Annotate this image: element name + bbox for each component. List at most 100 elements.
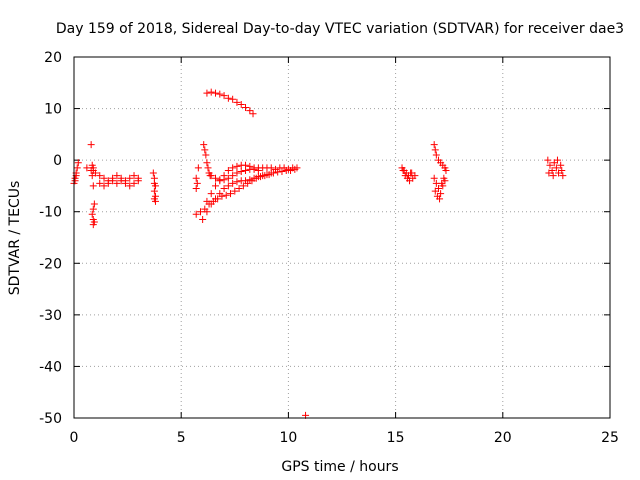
data-point bbox=[552, 164, 560, 172]
data-point bbox=[212, 195, 220, 203]
data-point bbox=[267, 169, 275, 177]
y-tick-label: 20 bbox=[44, 50, 62, 66]
data-point bbox=[87, 166, 95, 174]
data-point bbox=[89, 182, 97, 190]
data-point bbox=[220, 185, 228, 193]
data-point bbox=[126, 182, 134, 190]
data-point bbox=[287, 166, 295, 174]
y-tick-label: -40 bbox=[39, 359, 62, 375]
data-point bbox=[89, 205, 97, 213]
data-point bbox=[263, 171, 271, 179]
data-point bbox=[249, 110, 257, 118]
data-point bbox=[89, 221, 97, 229]
data-point bbox=[113, 179, 121, 187]
data-point bbox=[88, 210, 96, 218]
series-arc-12 bbox=[398, 164, 419, 185]
y-tick-label: -30 bbox=[39, 308, 62, 324]
data-point bbox=[151, 182, 159, 190]
data-point bbox=[149, 169, 157, 177]
data-point bbox=[113, 172, 121, 180]
y-axis-label: SDTVAR / TECUs bbox=[7, 181, 23, 296]
data-point bbox=[399, 166, 407, 174]
y-tick-label: -50 bbox=[39, 411, 62, 427]
y-tick-label: -20 bbox=[39, 256, 62, 272]
data-point bbox=[224, 174, 232, 182]
data-point bbox=[233, 178, 241, 186]
x-tick-labels: 0 5 10 15 20 25 bbox=[70, 430, 619, 446]
data-point bbox=[224, 166, 232, 174]
data-point bbox=[545, 169, 553, 177]
data-point bbox=[203, 208, 211, 216]
data-point bbox=[239, 182, 247, 190]
data-point bbox=[242, 177, 250, 185]
data-point bbox=[90, 200, 98, 208]
data-point bbox=[207, 190, 215, 198]
data-point bbox=[546, 161, 554, 169]
data-point bbox=[235, 185, 243, 193]
series-arc-6 bbox=[203, 88, 257, 118]
data-point bbox=[216, 90, 224, 98]
data-point bbox=[438, 179, 446, 187]
data-point bbox=[559, 172, 567, 180]
data-point bbox=[203, 197, 211, 205]
y-tick-label: 10 bbox=[44, 102, 62, 118]
data-point bbox=[134, 177, 142, 185]
data-point bbox=[291, 165, 299, 173]
data-point bbox=[432, 151, 440, 159]
data-point bbox=[196, 208, 204, 216]
data-point bbox=[224, 94, 232, 102]
data-point bbox=[430, 174, 438, 182]
data-point bbox=[192, 210, 200, 218]
data-point bbox=[74, 159, 82, 167]
data-point bbox=[130, 179, 138, 187]
data-point bbox=[207, 88, 215, 96]
data-point bbox=[227, 190, 235, 198]
y-tick-labels: -50 -40 -30 -20 -10 0 10 20 bbox=[39, 50, 62, 427]
data-points bbox=[70, 88, 567, 419]
data-point bbox=[203, 89, 211, 97]
series-arc-10 bbox=[199, 169, 275, 223]
data-point bbox=[237, 100, 245, 108]
x-axis-label: GPS time / hours bbox=[281, 459, 398, 475]
chart-title: Day 159 of 2018, Sidereal Day-to-day VTE… bbox=[56, 21, 624, 37]
data-point bbox=[117, 177, 125, 185]
data-point bbox=[233, 162, 241, 170]
series-arc-2 bbox=[87, 141, 98, 229]
data-point bbox=[96, 172, 104, 180]
data-point bbox=[406, 177, 414, 185]
data-point bbox=[207, 172, 215, 180]
data-point bbox=[246, 162, 254, 170]
data-point bbox=[126, 174, 134, 182]
data-point bbox=[207, 200, 215, 208]
data-point bbox=[229, 179, 237, 187]
series-arc-14 bbox=[430, 174, 449, 203]
data-point bbox=[96, 179, 104, 187]
data-point bbox=[212, 89, 220, 97]
data-point bbox=[237, 167, 245, 175]
data-point bbox=[224, 182, 232, 190]
data-point bbox=[431, 146, 439, 154]
data-point bbox=[192, 174, 200, 182]
data-point bbox=[91, 169, 99, 177]
data-point bbox=[229, 164, 237, 172]
data-point bbox=[220, 92, 228, 100]
x-tick-label: 5 bbox=[177, 430, 186, 446]
series-arc-13 bbox=[430, 141, 450, 174]
data-point bbox=[254, 173, 262, 181]
data-point bbox=[212, 182, 220, 190]
x-tick-label: 20 bbox=[494, 430, 512, 446]
data-point bbox=[121, 179, 129, 187]
y-tick-label: -10 bbox=[39, 205, 62, 221]
data-point bbox=[150, 187, 158, 195]
series-arc-15 bbox=[544, 156, 567, 180]
data-point bbox=[431, 187, 439, 195]
data-point bbox=[203, 159, 211, 167]
data-point bbox=[250, 164, 258, 172]
data-point bbox=[100, 174, 108, 182]
data-point bbox=[229, 172, 237, 180]
series-arc-5 bbox=[149, 169, 159, 205]
data-point bbox=[250, 174, 258, 182]
data-point bbox=[246, 176, 254, 184]
data-point bbox=[442, 166, 450, 174]
data-point bbox=[544, 156, 552, 164]
